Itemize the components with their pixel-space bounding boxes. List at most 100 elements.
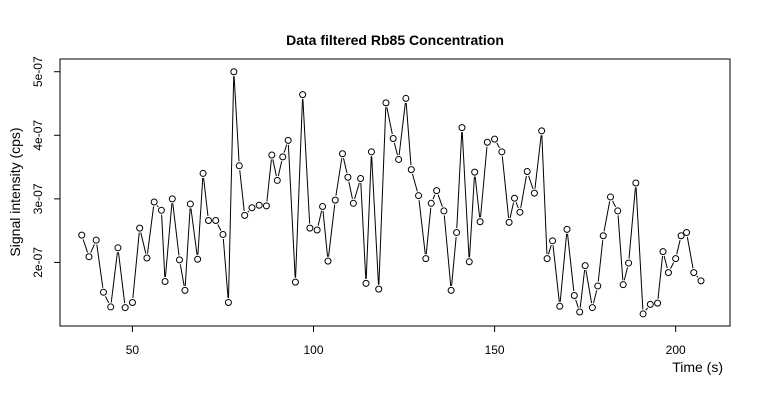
line-segment bbox=[147, 206, 155, 254]
data-point bbox=[530, 189, 538, 197]
line-segment bbox=[509, 202, 515, 219]
line-segment bbox=[233, 76, 240, 162]
data-point bbox=[447, 286, 455, 294]
line-segment bbox=[287, 144, 296, 278]
line-segment bbox=[172, 203, 180, 256]
line-segment bbox=[295, 99, 303, 278]
line-segment bbox=[657, 256, 664, 299]
series-line bbox=[82, 76, 699, 311]
line-segment bbox=[272, 159, 277, 177]
line-segment bbox=[696, 275, 699, 278]
data-point bbox=[128, 298, 136, 306]
line-segment bbox=[480, 146, 488, 218]
line-segment bbox=[184, 208, 191, 286]
data-point bbox=[538, 127, 546, 135]
data-point bbox=[176, 256, 184, 264]
data-point bbox=[299, 91, 307, 99]
line-segment bbox=[603, 201, 611, 232]
line-segment bbox=[597, 240, 604, 282]
data-point bbox=[362, 279, 370, 287]
line-segment bbox=[559, 233, 568, 302]
line-segment bbox=[105, 296, 110, 304]
line-segment bbox=[156, 205, 159, 208]
data-point bbox=[230, 68, 238, 76]
data-point bbox=[465, 258, 473, 266]
data-point bbox=[458, 124, 466, 132]
line-segment bbox=[635, 187, 644, 310]
line-segment bbox=[592, 290, 598, 304]
line-segment bbox=[515, 202, 519, 209]
data-point bbox=[491, 135, 499, 143]
data-point bbox=[199, 169, 207, 177]
line-segment bbox=[418, 200, 426, 255]
line-segment bbox=[474, 176, 481, 218]
data-point bbox=[262, 202, 270, 210]
data-point bbox=[625, 259, 633, 267]
line-segment bbox=[365, 156, 372, 279]
data-point bbox=[505, 218, 513, 226]
data-point bbox=[241, 211, 249, 219]
line-segment bbox=[302, 99, 311, 224]
series-points bbox=[78, 68, 705, 318]
line-segment bbox=[437, 194, 443, 207]
data-point bbox=[235, 162, 243, 170]
line-segment bbox=[335, 158, 343, 196]
data-point bbox=[136, 224, 144, 232]
data-point bbox=[313, 226, 321, 234]
data-point bbox=[161, 278, 169, 285]
line-segment bbox=[528, 175, 534, 190]
data-point bbox=[632, 179, 640, 187]
line-segment bbox=[317, 210, 323, 226]
data-point bbox=[255, 201, 263, 209]
data-point bbox=[543, 255, 551, 263]
data-point bbox=[511, 194, 519, 202]
data-point bbox=[440, 207, 448, 215]
data-point bbox=[181, 286, 189, 294]
x-tick-label: 50 bbox=[126, 343, 140, 357]
line-segment bbox=[547, 244, 552, 255]
data-point bbox=[291, 278, 299, 286]
data-point bbox=[150, 198, 158, 206]
data-point bbox=[319, 202, 327, 210]
data-point bbox=[415, 192, 423, 200]
line-segment bbox=[140, 232, 147, 254]
line-segment bbox=[354, 182, 360, 200]
line-segment bbox=[348, 181, 353, 200]
data-point bbox=[331, 196, 339, 204]
data-point bbox=[219, 230, 227, 238]
data-point bbox=[121, 304, 129, 312]
line-segment bbox=[398, 102, 406, 156]
line-segment bbox=[179, 264, 185, 287]
data-point bbox=[204, 216, 212, 224]
data-point bbox=[268, 151, 276, 159]
line-segment bbox=[575, 299, 579, 308]
data-point bbox=[697, 277, 705, 285]
data-point bbox=[114, 244, 122, 252]
data-point bbox=[143, 254, 151, 262]
line-segment bbox=[90, 244, 95, 253]
data-point bbox=[549, 237, 557, 245]
data-point bbox=[407, 166, 415, 174]
data-point bbox=[588, 304, 596, 312]
data-point bbox=[349, 199, 357, 207]
chart-title: Data filtered Rb85 Concentration bbox=[286, 32, 504, 48]
line-segment bbox=[496, 142, 501, 149]
line-segment bbox=[432, 194, 436, 200]
data-point bbox=[85, 253, 93, 261]
data-point bbox=[433, 187, 441, 195]
y-tick-label: 2e-07 bbox=[31, 247, 45, 278]
line-segment bbox=[277, 161, 283, 177]
data-point bbox=[284, 136, 292, 144]
line-segment bbox=[266, 159, 272, 202]
data-point bbox=[471, 168, 479, 176]
data-point bbox=[570, 291, 578, 299]
line-segment bbox=[82, 239, 89, 253]
y-tick-label: 5e-07 bbox=[31, 56, 45, 87]
data-point bbox=[402, 94, 410, 102]
data-point bbox=[690, 269, 698, 277]
line-segment bbox=[203, 177, 209, 217]
line-segment bbox=[686, 236, 694, 269]
data-point bbox=[476, 218, 484, 226]
data-point bbox=[324, 257, 332, 265]
line-segment bbox=[190, 208, 198, 255]
